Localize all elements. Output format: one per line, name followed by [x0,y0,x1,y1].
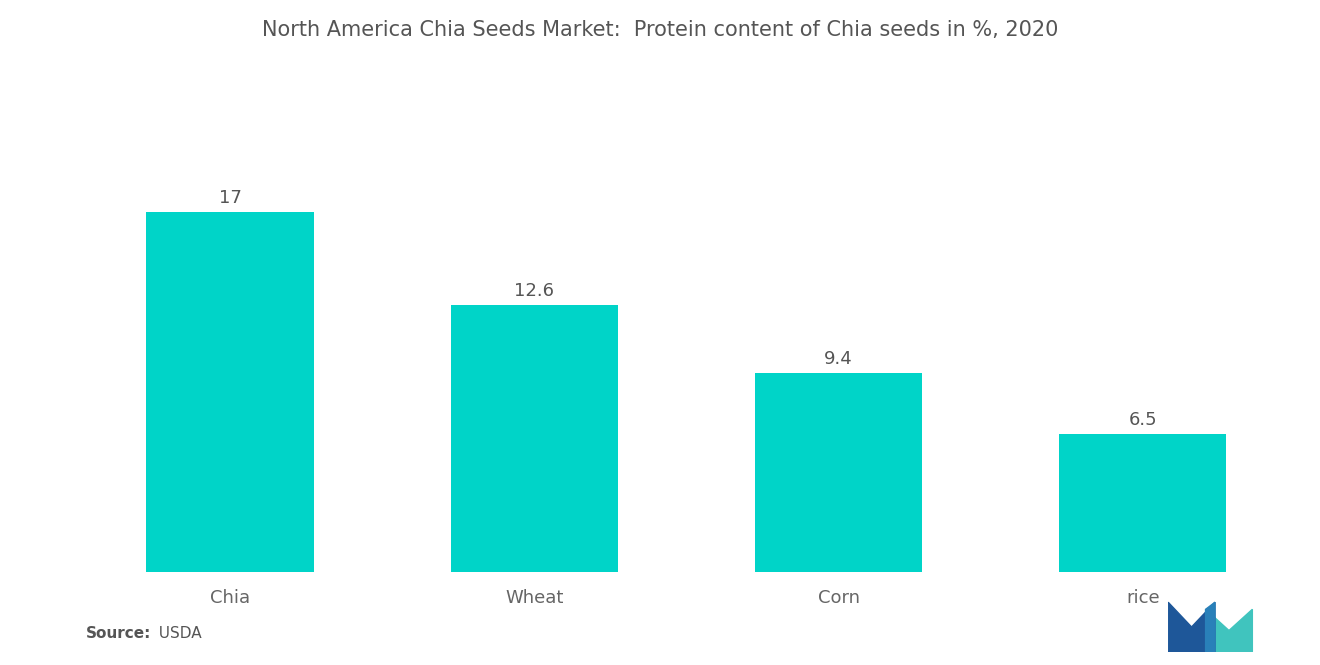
Bar [450,305,618,572]
Text: 17: 17 [219,189,242,207]
Bar [755,373,923,572]
Text: 12.6: 12.6 [515,282,554,300]
Bar [147,212,314,572]
Text: USDA: USDA [149,626,202,642]
Polygon shape [1205,602,1214,652]
Text: Source:: Source: [86,626,152,642]
Text: North America Chia Seeds Market:  Protein content of Chia seeds in %, 2020: North America Chia Seeds Market: Protein… [261,20,1059,40]
Polygon shape [1168,602,1214,652]
Text: 6.5: 6.5 [1129,411,1158,429]
Bar [1059,434,1226,572]
Polygon shape [1205,609,1253,652]
Text: 9.4: 9.4 [824,350,853,368]
